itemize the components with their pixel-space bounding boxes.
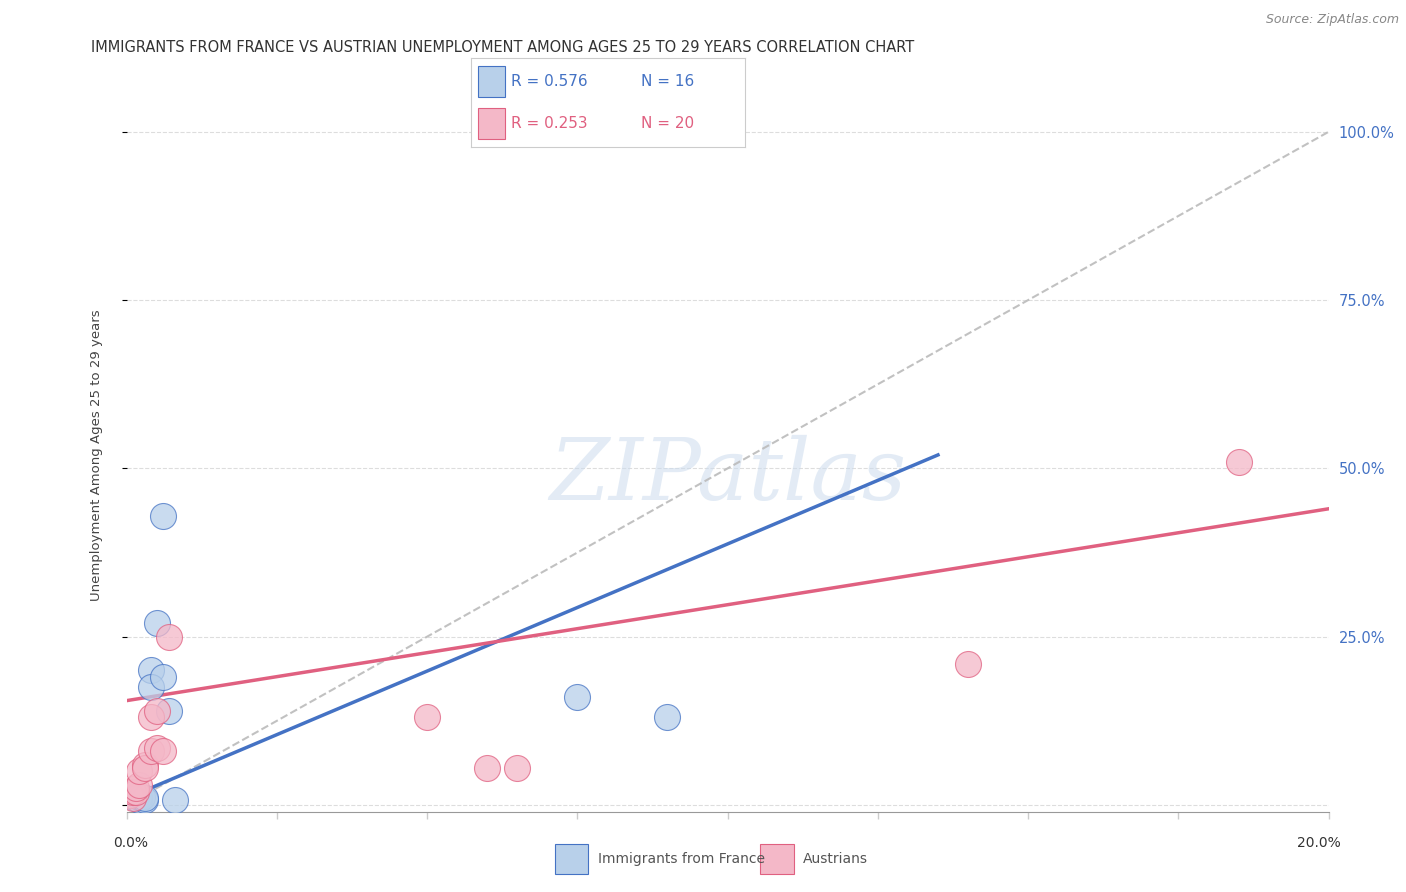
Point [121,784,143,798]
Point [134,761,156,775]
Point [145,704,167,718]
Point [139,744,162,758]
Text: 0.0%: 0.0% [114,836,148,850]
Point [128,764,150,779]
Y-axis label: Unemployment Among Ages 25 to 29 years: Unemployment Among Ages 25 to 29 years [90,310,103,600]
FancyBboxPatch shape [761,844,794,874]
Text: R = 0.576: R = 0.576 [510,74,588,89]
Point [956,657,979,671]
FancyBboxPatch shape [478,66,505,97]
Point [152,508,174,523]
Point [128,789,150,804]
Point [124,784,146,798]
Text: Austrians: Austrians [803,852,869,866]
Text: N = 16: N = 16 [641,74,695,89]
Point [134,791,156,805]
Point [475,761,498,775]
Point [124,781,146,796]
Text: IMMIGRANTS FROM FRANCE VS AUSTRIAN UNEMPLOYMENT AMONG AGES 25 TO 29 YEARS CORREL: IMMIGRANTS FROM FRANCE VS AUSTRIAN UNEMP… [91,40,915,55]
Text: Source: ZipAtlas.com: Source: ZipAtlas.com [1265,13,1399,27]
Point [157,704,180,718]
Point [121,789,143,804]
Point [118,788,141,802]
FancyBboxPatch shape [478,108,505,139]
Point [145,616,167,631]
Text: 20.0%: 20.0% [1296,836,1341,850]
Point [131,789,153,804]
FancyBboxPatch shape [555,844,588,874]
Point [134,757,156,772]
Point [567,690,589,705]
Point [506,761,529,775]
Point [128,792,150,806]
Point [145,740,167,755]
Point [139,680,162,694]
Text: N = 20: N = 20 [641,116,695,131]
Text: R = 0.253: R = 0.253 [510,116,588,131]
Point [121,791,143,805]
Point [152,670,174,684]
Point [139,710,162,724]
Text: Immigrants from France: Immigrants from France [598,852,765,866]
Point [124,791,146,805]
Point [139,664,162,678]
Point [157,630,180,644]
Point [134,792,156,806]
Point [152,744,174,758]
Point [128,778,150,792]
Point [657,710,679,724]
Text: ZIPatlas: ZIPatlas [548,435,907,517]
Point [416,710,439,724]
Point [1227,455,1250,469]
Point [163,792,186,806]
